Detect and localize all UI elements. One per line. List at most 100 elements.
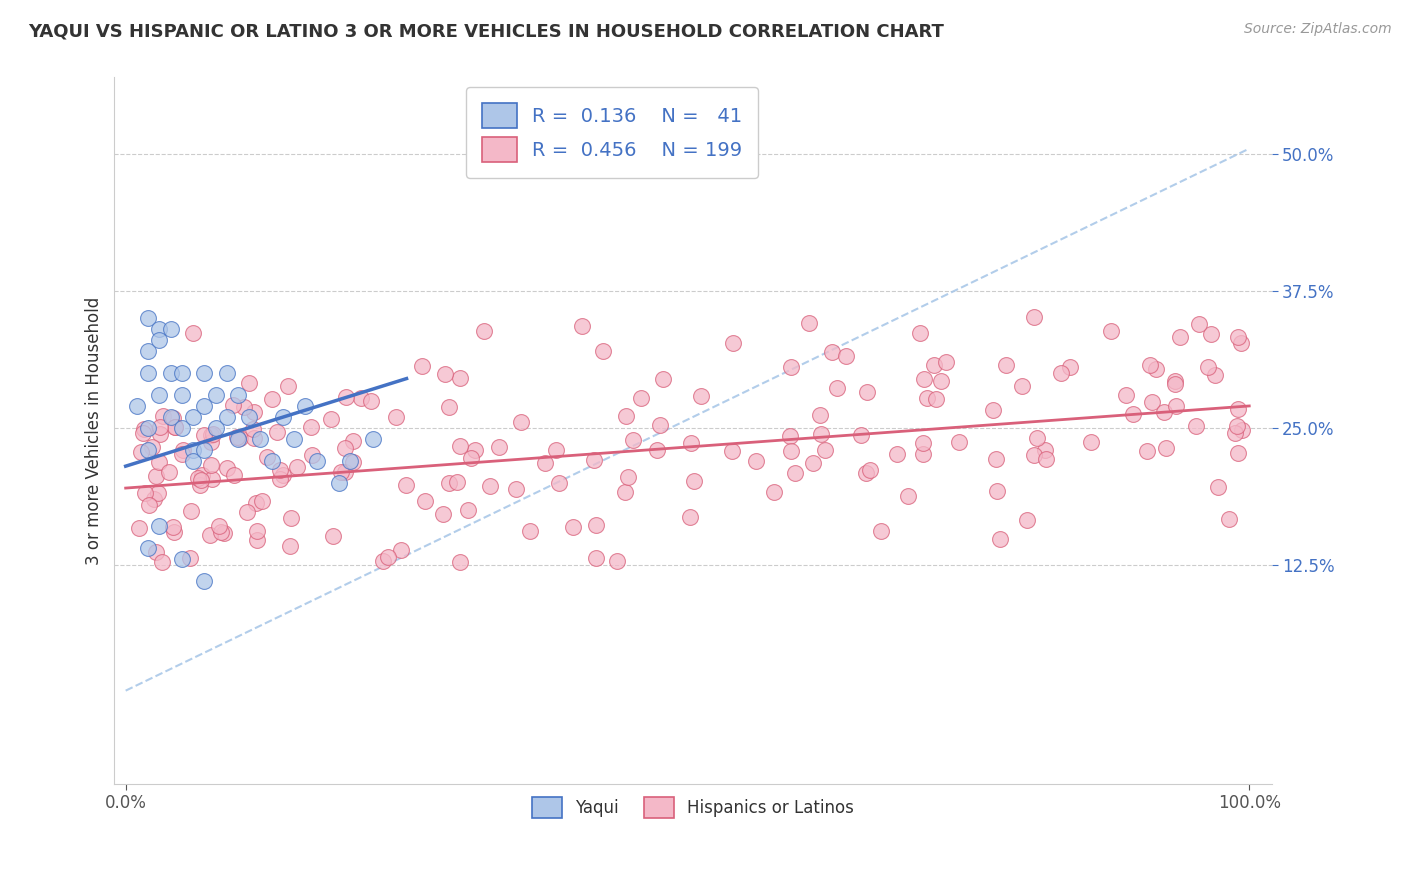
Point [201, 473, 224, 487]
Point [163, 420, 186, 434]
Point [149, 420, 172, 434]
Point [221, 398, 243, 412]
Point [651, 372, 673, 386]
Point [613, 484, 636, 499]
Point [172, 443, 194, 458]
Point [333, 441, 356, 455]
Point [148, 322, 170, 336]
Point [762, 484, 785, 499]
Point [238, 376, 260, 390]
Point [783, 466, 806, 480]
Point [159, 409, 181, 424]
Point [283, 432, 305, 446]
Point [432, 507, 454, 521]
Point [128, 521, 150, 535]
Text: Source: ZipAtlas.com: Source: ZipAtlas.com [1244, 22, 1392, 37]
Point [621, 433, 644, 447]
Point [190, 477, 212, 491]
Point [170, 366, 193, 380]
Point [1017, 513, 1039, 527]
Point [1204, 368, 1226, 382]
Point [1080, 435, 1102, 450]
Point [519, 524, 541, 539]
Point [145, 469, 167, 483]
Point [371, 554, 394, 568]
Point [181, 442, 204, 457]
Point [413, 493, 436, 508]
Point [1230, 423, 1253, 437]
Point [136, 366, 159, 380]
Point [226, 432, 249, 446]
Point [238, 409, 260, 424]
Point [245, 496, 267, 510]
Point [236, 505, 259, 519]
Point [389, 543, 412, 558]
Point [148, 333, 170, 347]
Point [585, 550, 607, 565]
Point [1142, 395, 1164, 409]
Point [592, 343, 614, 358]
Point [262, 392, 284, 406]
Point [912, 447, 935, 461]
Point [333, 465, 356, 479]
Point [193, 366, 215, 380]
Point [181, 409, 204, 424]
Point [129, 445, 152, 459]
Point [242, 422, 264, 436]
Point [214, 526, 236, 541]
Point [305, 453, 328, 467]
Point [855, 466, 877, 480]
Point [339, 453, 361, 467]
Point [1115, 388, 1137, 402]
Point [745, 454, 768, 468]
Point [689, 389, 711, 403]
Point [1229, 336, 1251, 351]
Point [723, 335, 745, 350]
Point [319, 412, 342, 426]
Point [571, 319, 593, 334]
Point [810, 426, 832, 441]
Point [201, 426, 224, 441]
Point [1059, 360, 1081, 375]
Point [181, 326, 204, 341]
Point [1170, 329, 1192, 343]
Point [449, 555, 471, 569]
Point [679, 509, 702, 524]
Point [1164, 374, 1187, 388]
Point [179, 551, 201, 566]
Point [226, 388, 249, 402]
Point [249, 432, 271, 446]
Point [211, 524, 233, 539]
Point [394, 478, 416, 492]
Point [585, 517, 607, 532]
Point [125, 399, 148, 413]
Point [1185, 419, 1208, 434]
Point [159, 366, 181, 380]
Point [614, 409, 637, 423]
Point [617, 470, 640, 484]
Point [935, 355, 957, 369]
Point [1049, 366, 1071, 380]
Point [193, 427, 215, 442]
Point [821, 345, 844, 359]
Point [1122, 407, 1144, 421]
Point [280, 539, 302, 553]
Point [1197, 359, 1219, 374]
Point [1033, 442, 1056, 457]
Point [1226, 402, 1249, 417]
Point [984, 452, 1007, 467]
Point [136, 311, 159, 326]
Point [808, 408, 831, 422]
Point [342, 455, 364, 469]
Point [859, 463, 882, 477]
Point [849, 427, 872, 442]
Point [222, 468, 245, 483]
Point [911, 436, 934, 450]
Point [929, 374, 952, 388]
Point [1035, 452, 1057, 467]
Point [856, 384, 879, 399]
Point [1153, 405, 1175, 419]
Point [1199, 327, 1222, 342]
Point [433, 367, 456, 381]
Point [922, 359, 945, 373]
